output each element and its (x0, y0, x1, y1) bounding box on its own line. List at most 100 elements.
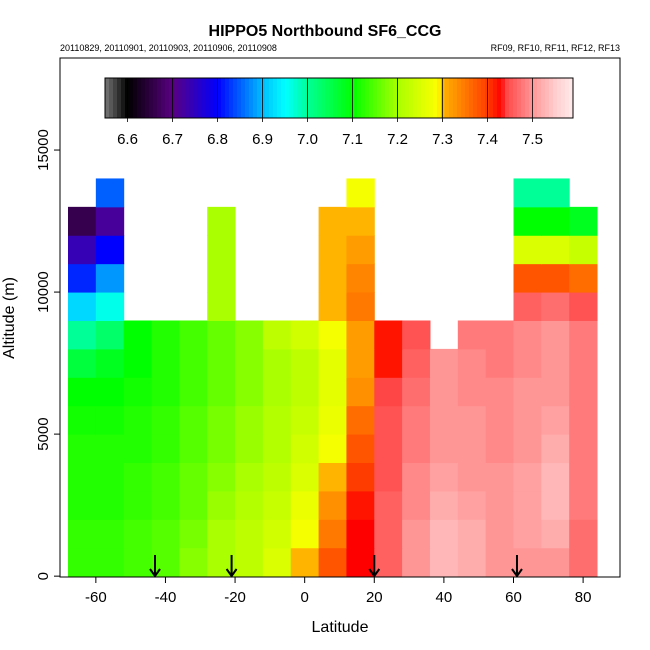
colorbar-segment (289, 78, 294, 118)
heatmap-cell (318, 292, 347, 321)
heatmap-cell (374, 519, 403, 549)
heatmap-cell (513, 348, 542, 378)
colorbar-tick-label: 7.2 (387, 131, 408, 148)
colorbar-segment (541, 78, 546, 118)
colorbar-segment (529, 78, 534, 118)
heatmap-cell (95, 490, 125, 520)
colorbar-segment (253, 78, 258, 118)
heatmap-cell (346, 348, 375, 378)
y-tick-label: 5000 (35, 417, 52, 450)
heatmap-cell (374, 434, 403, 464)
heatmap-cell (235, 405, 264, 435)
heatmap-cell (429, 434, 459, 464)
colorbar-segment (177, 78, 182, 118)
colorbar-segment (221, 78, 226, 118)
colorbar-segment (317, 78, 322, 118)
colorbar-segment (445, 78, 450, 118)
heatmap-cell (235, 348, 264, 378)
colorbar-segment (501, 78, 506, 118)
heatmap-cell (569, 519, 598, 549)
heatmap-cell (262, 462, 292, 492)
heatmap-cell (95, 320, 125, 350)
heatmap-cell (513, 206, 542, 236)
colorbar-segment (285, 78, 290, 118)
colorbar-segment (517, 78, 522, 118)
colorbar-tick-label: 7.3 (432, 131, 453, 148)
heatmap-cell (457, 434, 487, 464)
colorbar-segment (321, 78, 326, 118)
heatmap-cell (95, 206, 125, 236)
heatmap-cell (457, 320, 487, 350)
heatmap-cell (207, 263, 236, 293)
colorbar-segment (197, 78, 202, 118)
heatmap-cell (207, 206, 236, 236)
colorbar-segment (185, 78, 190, 118)
colorbar-segment (437, 78, 442, 118)
colorbar-segment (461, 78, 466, 118)
subtitle-flights: RF09, RF10, RF11, RF12, RF13 (491, 43, 620, 53)
colorbar-frame (104, 77, 574, 119)
heatmap-cell (346, 490, 375, 520)
heatmap-cell (429, 547, 459, 577)
colorbar-segment (245, 78, 250, 118)
colorbar-segment (549, 78, 554, 118)
colorbar-segment (553, 78, 558, 118)
heatmap-cell (541, 235, 570, 265)
colorbar-segment (209, 78, 214, 118)
heatmap-cell (262, 348, 292, 378)
colorbar-tick-label: 7.0 (297, 131, 318, 148)
heatmap-cell (262, 320, 292, 350)
heatmap-cell (346, 292, 375, 321)
heatmap-cell (541, 519, 570, 549)
colorbar-segment (173, 78, 178, 118)
heatmap-cell (68, 292, 97, 321)
colorbar-segment (165, 78, 170, 118)
heatmap-cell (513, 292, 542, 321)
heatmap-cell (151, 405, 180, 435)
heatmap-cell (151, 547, 180, 577)
heatmap-cell (123, 462, 153, 492)
heatmap-cell (541, 178, 570, 208)
colorbar-segment (169, 78, 174, 118)
colorbar-segment (113, 78, 118, 118)
colorbar-segment (261, 78, 266, 118)
heatmap-cell (374, 320, 403, 350)
heatmap-cell (262, 490, 292, 520)
heatmap-cell (290, 434, 320, 464)
colorbar-segment (237, 78, 242, 118)
colorbar-segment (429, 78, 434, 118)
down-arrow-icon (368, 555, 381, 578)
heatmap-cell (569, 263, 598, 293)
heatmap-cell (569, 434, 598, 464)
heatmap-cell (402, 547, 431, 577)
heatmap-cell (151, 462, 180, 492)
heatmap-cell (569, 292, 598, 321)
colorbar-segment (333, 78, 338, 118)
heatmap-cell (318, 263, 347, 293)
heatmap-cell (346, 320, 375, 350)
heatmap-cell (429, 490, 459, 520)
heatmap-cell (513, 462, 542, 492)
heatmap-cell (290, 405, 320, 435)
heatmap-cell (95, 235, 125, 265)
colorbar-segment (313, 78, 318, 118)
heatmap-cell (485, 377, 514, 407)
plot-frame (59, 57, 621, 578)
heatmap-cell (569, 235, 598, 265)
heatmap-cell (569, 206, 598, 236)
heatmap-cell (207, 490, 236, 520)
heatmap-cell (318, 462, 347, 492)
colorbar-segment (377, 78, 382, 118)
x-tick-label: 0 (301, 589, 309, 606)
heatmap-cell (485, 348, 514, 378)
colorbar-segment (341, 78, 346, 118)
heatmap-cell (68, 377, 97, 407)
heatmap-cell (207, 434, 236, 464)
heatmap-cell (513, 178, 542, 208)
heatmap-cell (402, 348, 431, 378)
heatmap-cell (68, 519, 97, 549)
heatmap-cell (318, 519, 347, 549)
heatmap-cell (429, 462, 459, 492)
heatmap-cell (151, 348, 180, 378)
